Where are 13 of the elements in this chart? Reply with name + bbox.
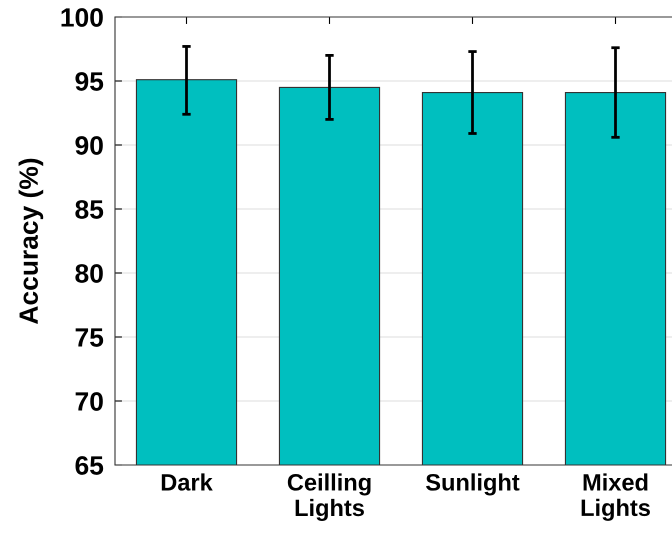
x-tick-label: Mixed Lights: [582, 473, 650, 521]
y-tick-label: 100: [62, 8, 103, 27]
x-tick-label: Dark: [162, 473, 213, 491]
y-tick-label: 75: [76, 328, 104, 347]
y-axis-title: Accuracy (%): [18, 158, 44, 324]
y-tick-label: 85: [75, 200, 104, 219]
x-tick-label: Ceilling Lights: [288, 473, 371, 521]
y-tick-label: 80: [75, 264, 103, 283]
y-tick-label: 95: [75, 72, 104, 91]
y-tick-label: 65: [76, 456, 104, 475]
y-tick-label: 90: [75, 136, 103, 155]
x-tick-label: Sunlight: [426, 473, 520, 496]
y-tick-label: 70: [76, 392, 103, 411]
